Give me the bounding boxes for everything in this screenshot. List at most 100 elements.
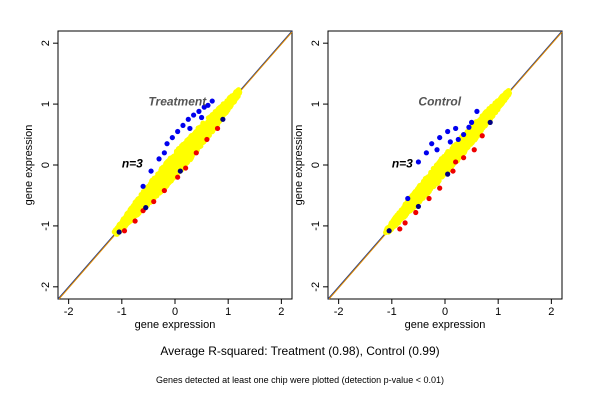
data-point: [151, 198, 157, 205]
data-point: [453, 159, 459, 165]
point-cloud: [383, 87, 513, 236]
cloud-point: [181, 161, 187, 167]
data-point: [468, 119, 475, 125]
data-point: [450, 168, 456, 174]
data-point: [415, 159, 422, 165]
cloud-point: [504, 89, 510, 95]
y-tick-label: 1: [40, 101, 52, 107]
data-point: [410, 198, 416, 205]
cloud-point: [184, 156, 190, 162]
cloud-point: [163, 160, 170, 166]
y-axis-label: gene expression: [23, 125, 35, 206]
n-annotation: n=3: [122, 156, 143, 170]
x-tick-label: -2: [334, 306, 344, 318]
data-point: [214, 125, 221, 132]
data-point: [453, 150, 459, 156]
cloud-point: [180, 152, 186, 159]
data-point: [442, 162, 448, 168]
cloud-point: [224, 108, 230, 114]
cloud-point: [474, 119, 480, 125]
panel-control: -2 -1 0 1 2 -2 -1 0 1 2 gene expression gene expres…: [293, 30, 563, 331]
data-point: [495, 101, 501, 107]
data-point: [437, 168, 443, 174]
series-0: [119, 95, 237, 230]
data-point: [479, 133, 485, 139]
data-point: [471, 147, 477, 153]
data-point: [447, 156, 453, 162]
data-point: [124, 216, 130, 222]
x-tick-label: 0: [442, 306, 448, 318]
data-point: [474, 108, 480, 114]
x-tick-label: 2: [278, 306, 284, 318]
data-point: [220, 116, 226, 122]
data-point: [455, 136, 461, 143]
cloud-point: [163, 182, 169, 188]
data-point: [209, 120, 215, 126]
data-point: [209, 98, 215, 104]
data-point: [116, 229, 122, 235]
data-point: [431, 174, 437, 180]
data-point: [172, 161, 178, 167]
cloud-point: [153, 175, 160, 181]
cloud-point: [414, 198, 420, 204]
cloud-point: [196, 126, 202, 133]
data-point: [437, 134, 443, 141]
cloud-point: [198, 143, 204, 149]
data-point: [220, 106, 226, 112]
data-point: [129, 210, 136, 216]
cloud-point: [134, 212, 140, 218]
data-point: [500, 95, 507, 101]
cloud-point: [463, 143, 470, 150]
data-point: [183, 165, 189, 171]
data-point: [230, 95, 237, 101]
cloud-point: [158, 165, 165, 172]
data-point: [421, 186, 427, 192]
data-point: [191, 112, 197, 118]
data-point: [434, 147, 440, 153]
cloud-point: [443, 151, 450, 157]
y-tick-label: -1: [310, 221, 322, 231]
cloud-point: [189, 152, 195, 159]
data-point: [121, 228, 128, 234]
x-tick-label: 1: [495, 306, 501, 318]
data-point: [185, 116, 191, 122]
data-point: [468, 131, 475, 138]
x-tick-label: 2: [548, 306, 554, 318]
data-point: [169, 134, 175, 141]
data-point: [161, 173, 167, 179]
data-point: [119, 224, 125, 230]
cloud-point: [437, 161, 443, 167]
x-tick-label: -1: [117, 306, 127, 318]
series-2: [121, 125, 221, 234]
cloud-point: [442, 158, 448, 164]
cloud-point: [171, 153, 177, 159]
series-0: [389, 95, 507, 229]
x-axis-label: gene expression: [135, 319, 216, 331]
y-tick-label: 0: [40, 162, 52, 168]
data-point: [397, 226, 403, 232]
data-point: [175, 128, 181, 135]
data-point: [484, 113, 491, 119]
data-point: [193, 137, 199, 143]
data-point: [413, 209, 419, 216]
panel-title: Control: [418, 94, 461, 108]
data-point: [214, 113, 221, 119]
cloud-point: [205, 129, 211, 136]
data-point: [187, 125, 193, 132]
data-point: [188, 145, 194, 151]
data-point: [445, 171, 451, 177]
series-1: [405, 108, 480, 202]
cloud-point: [151, 192, 157, 198]
cloud-point: [447, 163, 453, 169]
data-point: [394, 217, 400, 223]
cloud-point: [134, 200, 141, 206]
n-annotation: n=3: [392, 156, 413, 170]
x-axis-label: gene expression: [405, 319, 486, 331]
cloud-point: [157, 188, 163, 194]
cloud-point: [462, 148, 468, 154]
data-point: [426, 195, 432, 202]
cloud-point: [426, 175, 432, 182]
data-point: [426, 180, 432, 186]
data-point: [204, 124, 210, 130]
data-point: [458, 144, 464, 150]
